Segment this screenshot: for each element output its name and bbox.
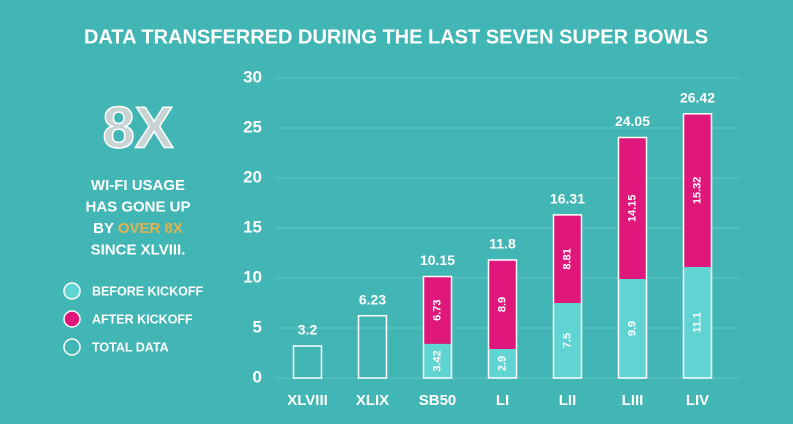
legend-label: BEFORE KICKOFF [92, 284, 203, 298]
segment-label: 8.81 [561, 248, 573, 269]
legend-swatch [63, 310, 81, 328]
callout-line: BY OVER 8X [93, 220, 183, 237]
segment-label: 3.42 [431, 350, 443, 371]
y-tick-label: 0 [253, 367, 262, 386]
x-tick-label: LI [496, 392, 509, 409]
total-label: 16.31 [550, 191, 585, 207]
bar-segment [553, 303, 582, 378]
y-tick-label: 15 [243, 217, 262, 236]
callout-text: BY [93, 220, 118, 237]
bar-segment [488, 349, 517, 378]
legend-swatch [63, 282, 81, 300]
bar-segment [618, 279, 647, 378]
segment-label: 6.73 [431, 299, 443, 320]
legend-label: TOTAL DATA [92, 340, 169, 354]
total-label: 26.42 [680, 90, 715, 106]
callout-line: HAS GONE UP [85, 198, 190, 215]
total-outline [422, 275, 453, 379]
total-outline [292, 345, 323, 379]
legend-label: AFTER KICKOFF [92, 312, 193, 326]
y-tick-label: 10 [243, 267, 262, 286]
x-tick-label: XLVIII [287, 392, 328, 409]
total-label: 11.8 [489, 236, 516, 252]
bar-segment [618, 137, 647, 279]
total-label: 10.15 [420, 252, 455, 268]
x-tick-label: LIV [686, 392, 709, 409]
x-tick-label: SB50 [419, 392, 457, 409]
bar-segment [683, 113, 712, 267]
total-outline [617, 136, 648, 379]
callout-text: SINCE XLVIII. [91, 241, 186, 258]
callout-text: OVER 8X [118, 220, 183, 237]
y-tick-label: 5 [253, 317, 262, 336]
segment-label: 9.9 [626, 321, 638, 336]
bar-segment [423, 343, 452, 378]
segment-label: 15.32 [691, 177, 703, 205]
bar-segment [423, 276, 452, 344]
callout-text: HAS GONE UP [85, 198, 190, 215]
x-tick-label: XLIX [356, 392, 389, 409]
total-outline [487, 259, 518, 379]
callout-headline: 8X [103, 95, 174, 160]
chart-title: DATA TRANSFERRED DURING THE LAST SEVEN S… [84, 26, 708, 48]
callout-text: WI-FI USAGE [91, 177, 185, 194]
total-label: 24.05 [615, 113, 650, 129]
total-label: 3.2 [298, 322, 318, 338]
segment-label: 7.5 [561, 333, 573, 348]
x-tick-label: LII [559, 392, 577, 409]
y-tick-label: 20 [243, 167, 262, 186]
total-outline [682, 113, 713, 379]
total-outline [357, 314, 388, 379]
callout-line: SINCE XLVIII. [91, 241, 186, 258]
total-label: 6.23 [359, 291, 386, 307]
bar-segment [683, 267, 712, 378]
segment-label: 8.9 [496, 297, 508, 312]
bar-segment [553, 214, 582, 303]
segment-label: 2.9 [496, 356, 508, 371]
callout-line: WI-FI USAGE [91, 177, 185, 194]
segment-label: 11.1 [691, 312, 703, 333]
segment-label: 14.15 [626, 194, 638, 222]
x-tick-label: LIII [622, 392, 644, 409]
y-tick-label: 25 [243, 117, 262, 136]
legend-swatch [63, 338, 81, 356]
y-tick-label: 30 [243, 67, 262, 86]
bar-segment [488, 260, 517, 349]
total-outline [552, 214, 583, 379]
